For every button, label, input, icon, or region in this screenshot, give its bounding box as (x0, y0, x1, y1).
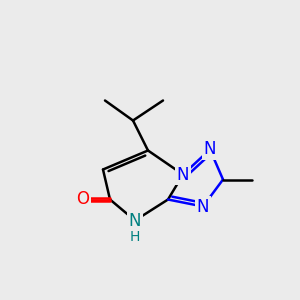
Text: N: N (129, 212, 141, 230)
Text: O: O (76, 190, 89, 208)
Text: N: N (197, 197, 209, 215)
Text: N: N (204, 140, 216, 158)
Text: H: H (130, 230, 140, 244)
Text: N: N (177, 166, 189, 184)
